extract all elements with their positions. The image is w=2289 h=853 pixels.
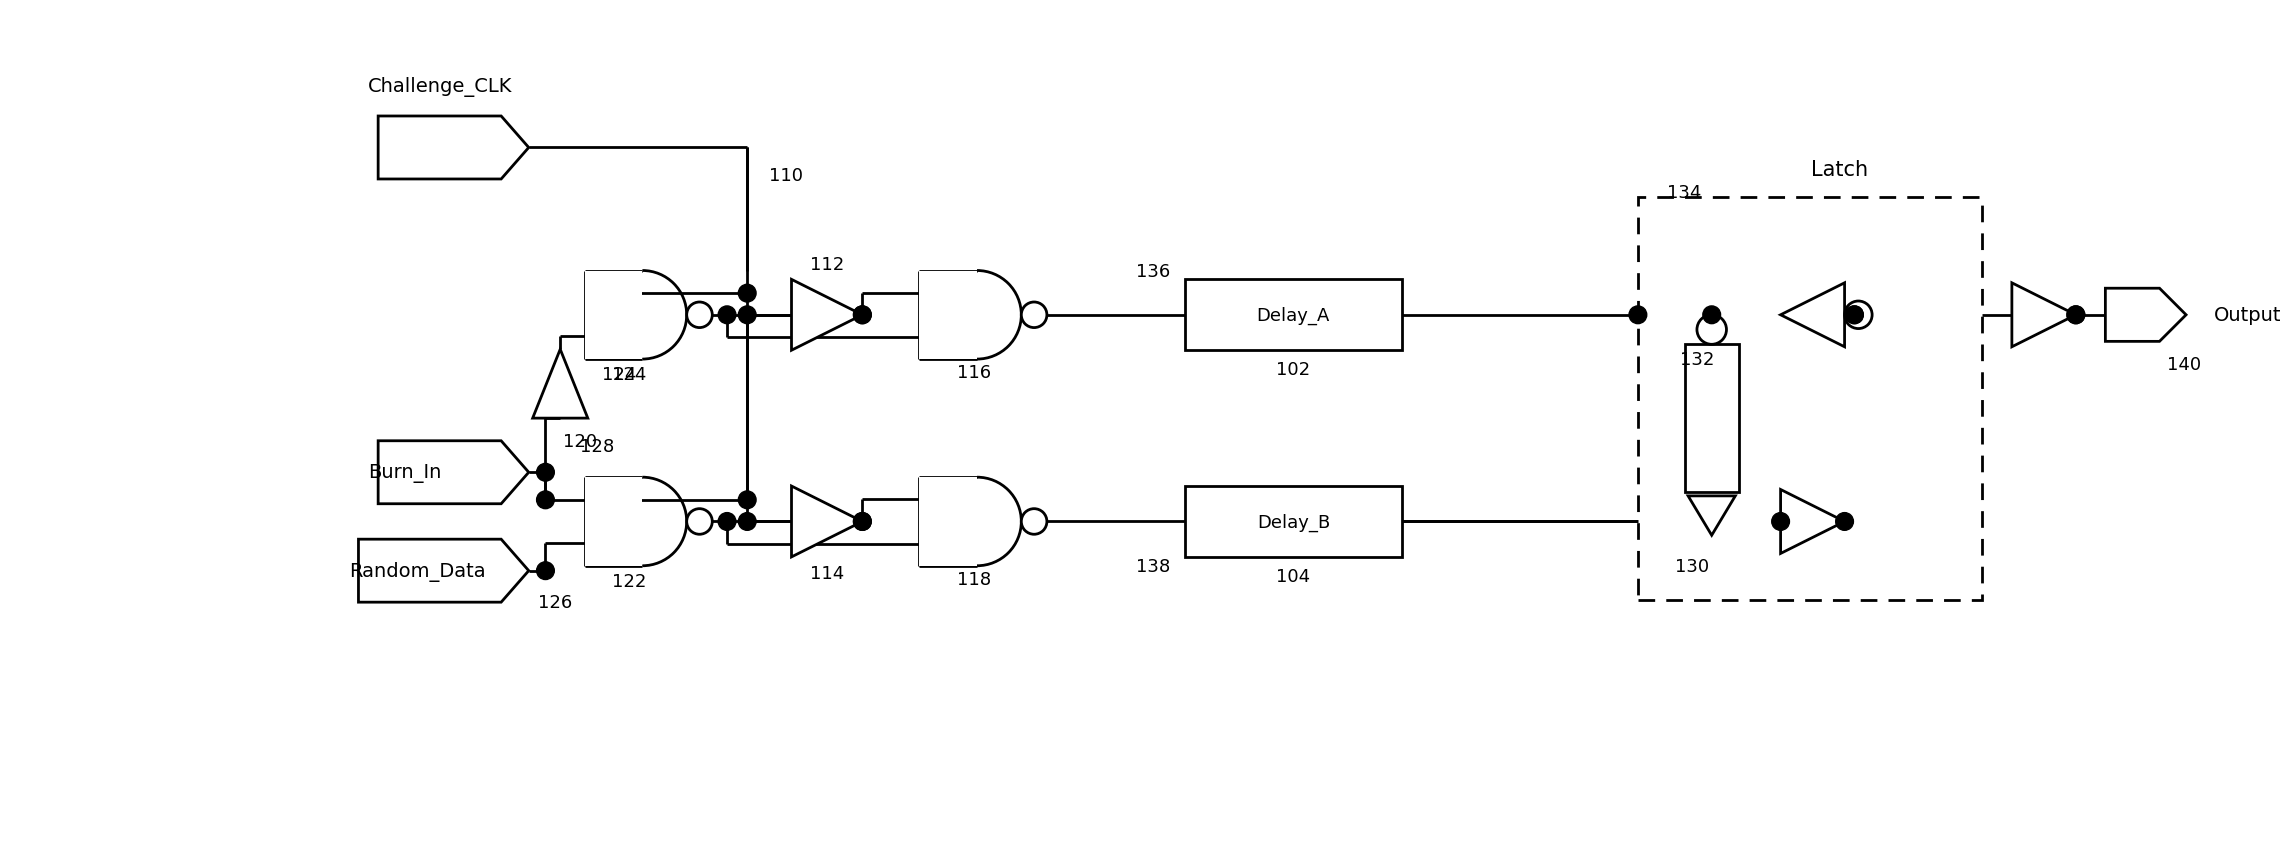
- Circle shape: [1845, 306, 1863, 324]
- Text: 138: 138: [1135, 557, 1170, 575]
- Text: 112: 112: [810, 255, 845, 273]
- Circle shape: [2067, 306, 2085, 324]
- Polygon shape: [2012, 283, 2076, 347]
- Text: 118: 118: [957, 570, 991, 588]
- Bar: [920, 271, 977, 360]
- Circle shape: [1696, 316, 1726, 345]
- Text: 132: 132: [1680, 351, 1714, 368]
- Text: 110: 110: [769, 167, 803, 185]
- Circle shape: [854, 306, 872, 324]
- Text: 126: 126: [538, 594, 572, 612]
- Text: Random_Data: Random_Data: [348, 561, 485, 581]
- Circle shape: [719, 513, 735, 531]
- Text: Latch: Latch: [1811, 160, 1868, 180]
- Circle shape: [854, 513, 872, 531]
- Text: 140: 140: [2168, 356, 2202, 374]
- Circle shape: [739, 513, 755, 531]
- Text: 114: 114: [810, 564, 845, 582]
- Polygon shape: [378, 117, 529, 180]
- Circle shape: [739, 491, 755, 509]
- Polygon shape: [1781, 283, 1845, 347]
- Bar: [1186, 280, 1401, 351]
- Circle shape: [687, 509, 712, 535]
- Bar: [1639, 197, 1982, 601]
- Text: 124: 124: [611, 365, 645, 383]
- Text: 116: 116: [957, 363, 991, 381]
- Text: Output: Output: [2213, 306, 2282, 325]
- Polygon shape: [2106, 289, 2186, 342]
- Circle shape: [1845, 306, 1863, 324]
- Bar: [584, 271, 643, 360]
- Circle shape: [536, 562, 554, 580]
- Circle shape: [2067, 306, 2085, 324]
- Bar: [1685, 345, 1740, 492]
- Text: 128: 128: [579, 438, 613, 456]
- Circle shape: [1630, 306, 1646, 324]
- Circle shape: [854, 513, 872, 531]
- Polygon shape: [533, 350, 588, 419]
- Circle shape: [739, 285, 755, 303]
- Circle shape: [1836, 513, 1854, 531]
- Bar: [920, 478, 977, 566]
- Text: Delay_B: Delay_B: [1257, 513, 1330, 531]
- Polygon shape: [359, 540, 529, 602]
- Polygon shape: [792, 280, 863, 351]
- Bar: [1186, 486, 1401, 557]
- Text: Delay_A: Delay_A: [1257, 306, 1330, 324]
- Bar: [584, 478, 643, 566]
- Polygon shape: [1687, 496, 1735, 536]
- Text: Burn_In: Burn_In: [369, 463, 442, 482]
- Text: 120: 120: [563, 432, 597, 450]
- Circle shape: [1772, 513, 1790, 531]
- Circle shape: [719, 306, 735, 324]
- Circle shape: [687, 303, 712, 328]
- Text: 122: 122: [611, 572, 645, 589]
- Text: Challenge_CLK: Challenge_CLK: [369, 78, 513, 97]
- Circle shape: [536, 464, 554, 482]
- Polygon shape: [1781, 490, 1845, 554]
- Polygon shape: [792, 486, 863, 557]
- Circle shape: [1021, 303, 1046, 328]
- Circle shape: [739, 306, 755, 324]
- Polygon shape: [378, 441, 529, 504]
- Circle shape: [854, 306, 872, 324]
- Text: 130: 130: [1676, 557, 1710, 575]
- Text: 134: 134: [1666, 183, 1701, 201]
- Text: 136: 136: [1135, 262, 1170, 280]
- Circle shape: [1845, 302, 1872, 329]
- Text: 102: 102: [1277, 361, 1312, 379]
- Text: 124: 124: [602, 365, 636, 383]
- Circle shape: [1021, 509, 1046, 535]
- Text: 104: 104: [1277, 567, 1312, 585]
- Circle shape: [1703, 306, 1721, 324]
- Circle shape: [536, 491, 554, 509]
